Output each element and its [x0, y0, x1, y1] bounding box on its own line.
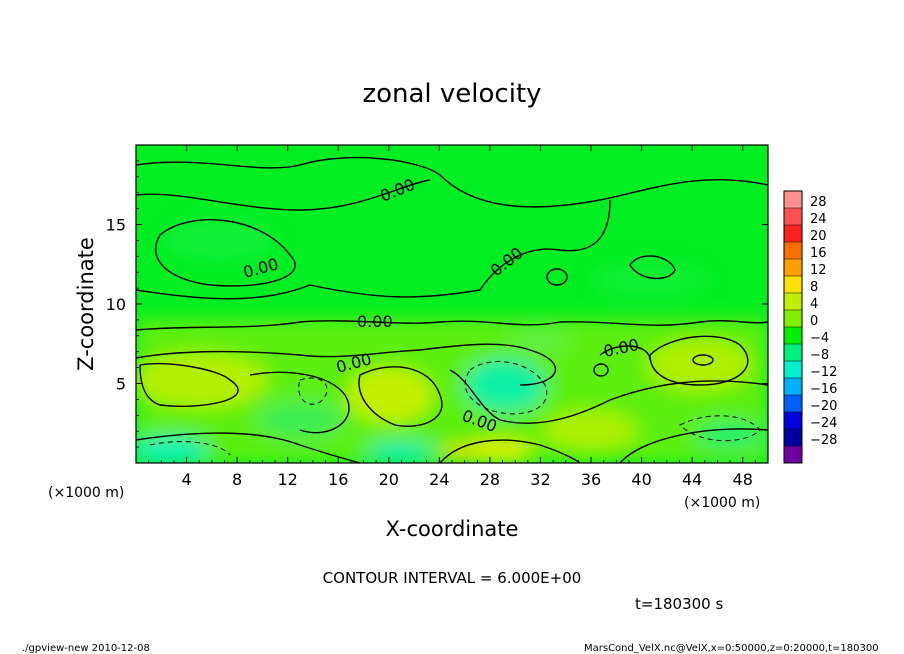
- x-tick-label: 24: [429, 470, 449, 489]
- y-axis: 5 10 15: [106, 160, 768, 448]
- colorbar-label: 8: [810, 280, 818, 295]
- colorbar-label: 28: [810, 195, 827, 210]
- x-tick-label: 40: [631, 470, 651, 489]
- colorbar-swatch: [784, 191, 802, 208]
- x-tick-label: 8: [232, 470, 242, 489]
- colorbar-label: 4: [810, 297, 818, 312]
- colorbar-swatch: [784, 344, 802, 361]
- colorbar-swatch: [784, 276, 802, 293]
- y-axis-label: Z-coordinate: [74, 237, 98, 371]
- colorbar-label: 0: [810, 314, 818, 329]
- time-text: t=180300 s: [635, 595, 723, 613]
- colorbar-swatch: [784, 395, 802, 412]
- colorbar-label: 20: [810, 229, 827, 244]
- colorbar-swatch: [784, 327, 802, 344]
- contour-lines-negative: [149, 361, 761, 456]
- colorbar-swatch: [784, 208, 802, 225]
- colorbar-label: −24: [810, 416, 837, 431]
- plot-area: [136, 145, 768, 463]
- colorbar-swatch: [784, 293, 802, 310]
- chart-title: zonal velocity: [362, 79, 541, 109]
- y-tick-label: 10: [106, 295, 126, 314]
- colorbar-swatch: [784, 242, 802, 259]
- colorbar-swatch: [784, 259, 802, 276]
- colorbar-label: 16: [810, 246, 827, 261]
- x-tick-label: 28: [480, 470, 500, 489]
- colorbar-swatch: [784, 378, 802, 395]
- colorbar-swatch: [784, 225, 802, 242]
- colorbar-label: −28: [810, 433, 837, 448]
- colorbar-label: −8: [810, 348, 829, 363]
- x-tick-label: 36: [581, 470, 601, 489]
- field-blobs: [136, 218, 768, 463]
- colorbar-swatch: [784, 310, 802, 327]
- contour-interval-text: CONTOUR INTERVAL = 6.000E+00: [323, 569, 582, 587]
- footer-right: MarsCond_VelX.nc@VelX,x=0:50000,z=0:2000…: [584, 643, 879, 654]
- colorbar-label: −12: [810, 365, 837, 380]
- colorbar-label: −16: [810, 382, 837, 397]
- colorbar-swatch: [784, 361, 802, 378]
- x-tick-label: 12: [278, 470, 298, 489]
- x-tick-label: 44: [682, 470, 702, 489]
- colorbar-swatch: [784, 446, 802, 463]
- x-unit-right: (×1000 m): [684, 495, 760, 511]
- x-tick-label: 20: [379, 470, 399, 489]
- colorbar-swatch: [784, 412, 802, 429]
- colorbar: 28 24 20 16 12 8 4 0 −4 −8 −12 −16 −20 −24 −28: [783, 190, 837, 464]
- colorbar-label: −4: [810, 331, 829, 346]
- colorbar-swatch: [784, 429, 802, 446]
- colorbar-label: −20: [810, 399, 837, 414]
- colorbar-label: 24: [810, 212, 827, 227]
- contour-lines: [136, 156, 768, 463]
- x-tick-label: 4: [181, 470, 191, 489]
- x-tick-label: 48: [733, 470, 753, 489]
- x-tick-label: 32: [530, 470, 550, 489]
- x-unit-left: (×1000 m): [48, 485, 124, 501]
- y-tick-label: 5: [116, 375, 126, 394]
- contour-label: 0.00: [357, 312, 393, 331]
- colorbar-label: 12: [810, 263, 827, 278]
- y-tick-label: 15: [106, 216, 126, 235]
- x-axis: 4 8 12 16 20 24 28 32 36 40 44 48: [148, 145, 756, 489]
- x-tick-label: 16: [328, 470, 348, 489]
- x-axis-label: X-coordinate: [386, 517, 519, 541]
- footer-left: ./gpview-new 2010-12-08: [22, 643, 150, 654]
